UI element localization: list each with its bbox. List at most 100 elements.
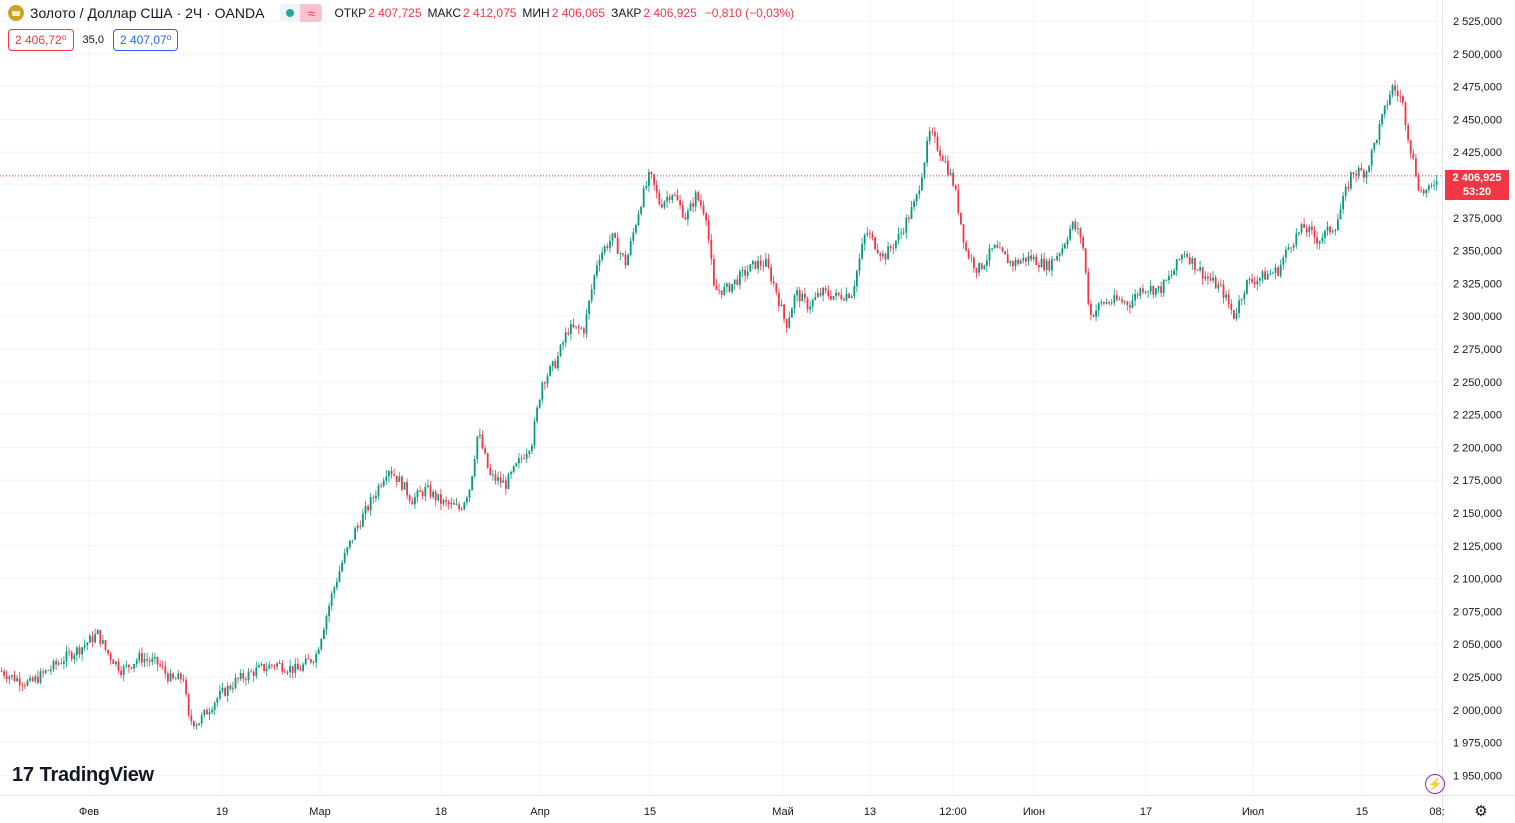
candle-body	[1402, 96, 1404, 103]
candle-body	[375, 495, 377, 499]
candle-body	[824, 288, 827, 291]
tradingview-mark-icon: 17	[12, 764, 34, 786]
candle-body	[967, 250, 970, 259]
candle-body	[1357, 167, 1360, 176]
candle-body	[866, 233, 869, 235]
candle-body	[190, 715, 193, 722]
candle-body	[671, 195, 674, 200]
candle-body	[1199, 267, 1201, 271]
candle-body	[1204, 276, 1207, 279]
candle-body	[224, 688, 226, 696]
candle-body	[897, 233, 900, 241]
candle-body	[1105, 302, 1108, 304]
market-status-pill[interactable]: ≈	[280, 4, 323, 22]
candle-body	[258, 665, 260, 668]
candle-body	[468, 489, 471, 498]
gold-bar-icon[interactable]	[8, 5, 24, 21]
candle-body	[619, 253, 622, 255]
candle-body	[775, 283, 778, 293]
candle-body	[187, 694, 190, 716]
candle-body	[1123, 301, 1126, 303]
symbol-title[interactable]: Золото / Доллар США · 2Ч · OANDA	[30, 5, 265, 21]
candle-body	[975, 268, 978, 273]
candle-body	[419, 490, 421, 492]
candle-body	[1370, 149, 1373, 166]
candle-body	[575, 326, 577, 328]
sell-price-button[interactable]: 2 406,72⁰	[8, 29, 74, 51]
candle-body	[1113, 295, 1116, 303]
candle-body	[749, 264, 752, 272]
candle-body	[349, 540, 351, 548]
candle-body	[398, 476, 401, 483]
candle-body	[1209, 278, 1212, 281]
candle-body	[562, 342, 564, 345]
candle-body	[317, 649, 320, 654]
candle-body	[1321, 237, 1324, 242]
time-axis[interactable]: Фев 19 Мар 18 Апр 15 Май 13 12:00 Июн 17 Июл 15 08:	[0, 795, 1515, 819]
candle-body	[895, 240, 897, 248]
candle-body	[1425, 189, 1428, 194]
candle-body	[1339, 209, 1342, 220]
candle-body	[1344, 186, 1347, 197]
candle-body	[1162, 280, 1165, 294]
candle-body	[1051, 259, 1053, 271]
candle-body	[590, 289, 593, 301]
candle-body	[86, 642, 89, 646]
candle-body	[653, 174, 655, 185]
candle-body	[182, 679, 185, 681]
candle-body	[216, 698, 219, 703]
candle-body	[372, 497, 375, 499]
candle-body	[1355, 174, 1357, 176]
candle-body	[364, 506, 367, 514]
buy-price-button[interactable]: 2 407,07⁰	[112, 29, 179, 51]
candle-body	[1027, 255, 1030, 262]
candle-body	[1435, 181, 1438, 185]
candle-body	[1009, 261, 1012, 264]
candle-body	[1019, 260, 1022, 264]
candle-body	[923, 162, 926, 178]
tradingview-logo[interactable]: 17 TradingView	[12, 764, 154, 787]
candle-body	[494, 474, 497, 481]
candle-body	[1292, 245, 1295, 248]
low-value: 2 406,065	[551, 6, 606, 20]
candle-body	[512, 466, 515, 473]
candle-body	[848, 293, 850, 298]
current-price-tag: 2 406,925 53:20	[1445, 170, 1509, 200]
y-tick-label: 2 525,000	[1453, 16, 1502, 28]
candle-body	[289, 666, 291, 673]
candle-body	[1433, 184, 1435, 186]
candle-body	[408, 495, 411, 501]
candle-body	[926, 140, 928, 163]
candle-body	[1329, 226, 1331, 233]
candle-body	[1274, 267, 1277, 273]
candle-body	[983, 265, 986, 269]
candle-body	[1194, 258, 1196, 270]
price-axis[interactable]: 2 525,000 2 500,000 2 475,000 2 450,000 2 42…	[1442, 0, 1502, 823]
gear-icon[interactable]: ⚙	[1474, 803, 1488, 820]
candle-body	[229, 685, 232, 689]
lightning-icon[interactable]: ⚡	[1425, 774, 1445, 794]
candle-body	[546, 375, 549, 384]
candle-body	[544, 382, 546, 384]
y-tick-label: 1 950,000	[1453, 770, 1502, 782]
candle-body	[835, 292, 837, 297]
candle-body	[11, 675, 13, 677]
candle-body	[492, 474, 494, 476]
candle-body	[858, 258, 861, 271]
candle-body	[1058, 253, 1061, 256]
candle-body	[1074, 221, 1077, 230]
candle-body	[1386, 104, 1389, 106]
candle-body	[1201, 267, 1204, 279]
candle-body	[52, 661, 55, 670]
candle-body	[1207, 276, 1209, 279]
candle-body	[1014, 260, 1017, 267]
x-tick-label: Май	[772, 806, 794, 818]
candle-body	[276, 663, 278, 667]
candle-body	[1040, 258, 1043, 268]
candle-body	[770, 267, 772, 282]
candle-body	[676, 195, 679, 201]
chart-legend-header: Золото / Доллар США · 2Ч · OANDA ≈ ОТКР 2…	[8, 3, 794, 23]
y-tick-label: 2 250,000	[1453, 377, 1502, 389]
candle-body	[642, 188, 645, 207]
